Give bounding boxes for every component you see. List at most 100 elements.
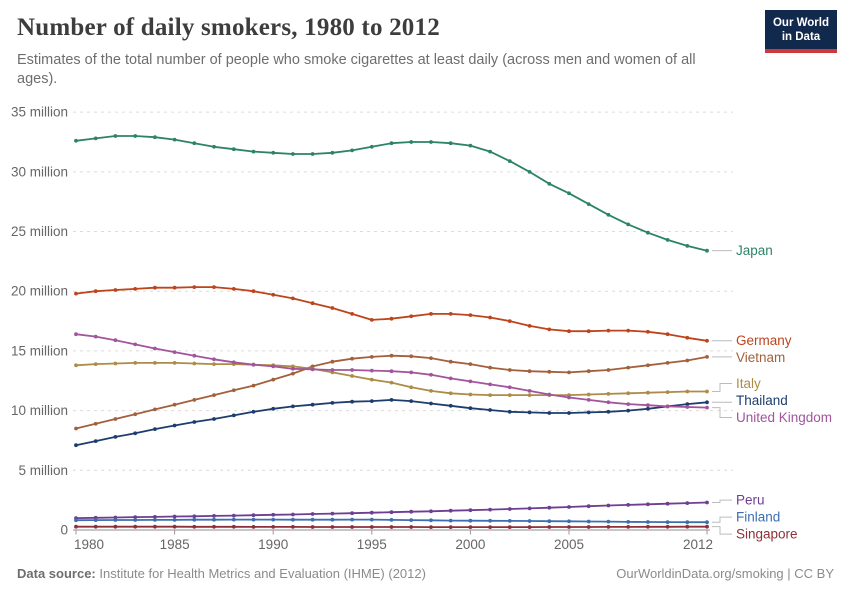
data-point [271, 364, 276, 369]
series-line-germany[interactable] [75, 286, 708, 342]
data-point [468, 143, 473, 148]
data-point [291, 517, 295, 522]
data-point [192, 514, 197, 519]
data-point [231, 147, 236, 152]
data-point [113, 288, 118, 292]
data-point [330, 306, 335, 310]
data-point [251, 362, 256, 367]
data-point [172, 137, 177, 142]
data-point [212, 517, 216, 522]
data-point [291, 525, 295, 529]
series-label-italy[interactable]: Italy [736, 376, 761, 391]
series-label-united-kingdom[interactable]: United Kingdom [736, 410, 832, 425]
data-point [606, 392, 611, 396]
series-label-finland[interactable]: Finland [736, 510, 780, 525]
data-point [429, 140, 433, 144]
series-line-japan[interactable] [75, 135, 708, 252]
x-axis-tick-label: 1980 [74, 537, 104, 552]
data-point [93, 524, 98, 529]
data-point [567, 505, 571, 509]
data-point [626, 391, 631, 396]
data-point [231, 360, 236, 365]
data-point [192, 398, 197, 402]
data-point [606, 503, 611, 508]
data-point [646, 502, 650, 507]
data-point [547, 181, 552, 186]
series-line-peru[interactable] [75, 501, 708, 519]
data-point [74, 332, 78, 337]
data-point [409, 354, 414, 359]
data-point [567, 395, 571, 400]
license-link[interactable]: OurWorldinData.org/smoking | CC BY [616, 566, 834, 581]
data-point [74, 524, 78, 529]
data-point [606, 368, 611, 372]
x-axis-tick-label: 2012 [683, 537, 713, 552]
data-point [113, 524, 118, 529]
data-point [468, 508, 473, 513]
data-source-label: Data source: [17, 566, 96, 581]
y-axis-tick-label: 0 [60, 523, 68, 538]
data-point [251, 383, 256, 388]
series-line-vietnam[interactable] [75, 354, 708, 430]
data-point [310, 152, 315, 156]
data-point [409, 314, 414, 319]
data-point [685, 335, 690, 340]
data-point [93, 136, 98, 141]
series-label-thailand[interactable]: Thailand [736, 393, 788, 408]
data-point [646, 329, 650, 334]
data-source-text: Institute for Health Metrics and Evaluat… [95, 566, 426, 581]
data-point [488, 149, 492, 154]
series-label-peru[interactable]: Peru [736, 493, 765, 508]
series-line-thailand[interactable] [75, 398, 708, 447]
data-point [665, 361, 670, 365]
data-point [606, 400, 611, 405]
data-point [547, 369, 552, 374]
series-label-japan[interactable]: Japan [736, 243, 773, 258]
data-point [448, 376, 453, 381]
data-point [567, 411, 571, 415]
data-point [133, 342, 138, 347]
data-point [172, 285, 177, 290]
data-point [448, 525, 453, 529]
data-point [330, 150, 335, 155]
series-label-singapore[interactable]: Singapore [736, 527, 798, 542]
label-connector [712, 407, 732, 418]
data-point [567, 519, 571, 524]
data-point [468, 392, 473, 397]
data-point [429, 389, 433, 393]
data-point [153, 515, 157, 519]
data-point [527, 525, 532, 529]
data-point [705, 400, 709, 405]
data-point [448, 403, 453, 408]
data-point [153, 407, 157, 412]
data-point [685, 358, 690, 363]
data-point [74, 291, 78, 296]
data-point [547, 525, 552, 529]
data-point [133, 518, 138, 522]
data-point [350, 368, 354, 372]
data-point [113, 134, 118, 138]
series-line-italy[interactable] [75, 361, 708, 397]
data-point [547, 505, 552, 510]
data-point [488, 525, 492, 529]
data-point [74, 426, 78, 431]
data-point [192, 517, 197, 522]
data-point [468, 362, 473, 366]
data-point [330, 511, 335, 516]
data-point [192, 353, 197, 358]
series-label-vietnam[interactable]: Vietnam [736, 350, 785, 365]
data-point [606, 328, 611, 333]
label-connector [712, 382, 732, 393]
data-point [567, 370, 571, 375]
series-label-germany[interactable]: Germany [736, 333, 792, 348]
data-point [291, 366, 295, 371]
data-point [153, 285, 157, 290]
data-point [172, 350, 177, 354]
data-point [389, 398, 394, 402]
owid-logo[interactable]: Our World in Data [765, 10, 837, 54]
data-point [567, 191, 571, 196]
data-point [507, 159, 512, 164]
data-point [389, 353, 394, 358]
data-point [153, 346, 157, 351]
